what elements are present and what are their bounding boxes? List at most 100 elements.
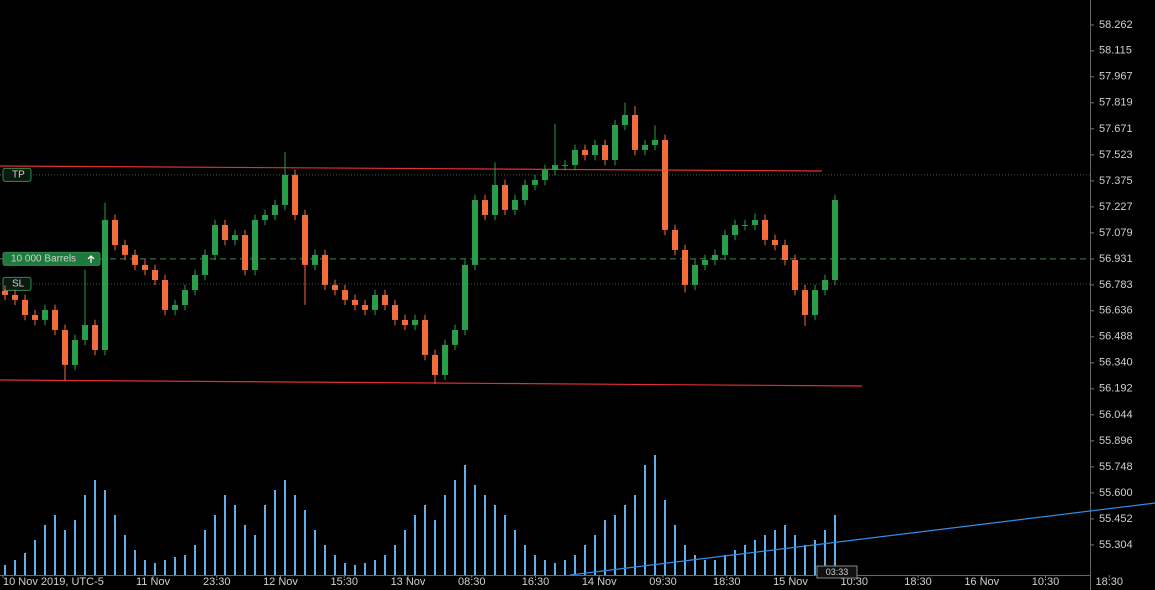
volume-bar: [604, 520, 606, 575]
volume-bar: [824, 530, 826, 575]
volume-bar: [794, 535, 796, 575]
volume-bar: [514, 530, 516, 575]
y-tick-label: 56.488: [1099, 331, 1133, 343]
candle-body: [482, 200, 488, 215]
volume-bar: [774, 530, 776, 575]
volume-bar: [544, 560, 546, 575]
volume-bar: [434, 520, 436, 575]
volume-bar: [114, 515, 116, 575]
order-box: [2, 251, 101, 266]
countdown-box: [816, 565, 858, 579]
candle-body: [2, 290, 8, 295]
volume-bar: [584, 545, 586, 575]
volume-bar: [364, 563, 366, 575]
volume-bar: [564, 560, 566, 575]
volume-bar: [664, 500, 666, 575]
x-tick-label: 10:30: [1032, 576, 1060, 588]
candle-body: [472, 200, 478, 265]
candle-body: [532, 180, 538, 185]
order-arrow: [87, 255, 95, 263]
x-tick-label: 09:30: [649, 576, 677, 588]
y-tick-label: 55.452: [1099, 513, 1133, 525]
candle-body: [602, 145, 608, 160]
volume-bar: [174, 557, 176, 575]
candle-body: [112, 219, 118, 246]
candle-body: [582, 149, 588, 156]
volume-bar: [44, 525, 46, 575]
volume-bar: [354, 565, 356, 575]
candle-body: [272, 204, 278, 215]
candle-body: [822, 280, 828, 291]
y-tick-label: 55.896: [1099, 435, 1133, 447]
candle-body: [752, 219, 758, 226]
y-tick-label: 55.748: [1099, 461, 1133, 473]
candle-body: [432, 354, 438, 375]
candle-body: [242, 235, 248, 271]
y-tick-label: 56.783: [1099, 279, 1133, 291]
candle-body: [512, 200, 518, 210]
volume-bar: [84, 495, 86, 575]
candle-body: [212, 225, 218, 255]
candle-body: [622, 114, 628, 125]
y-tick-label: 57.079: [1099, 227, 1133, 239]
candle-body: [82, 325, 88, 340]
volume-bar: [594, 535, 596, 575]
candle-body: [12, 294, 18, 300]
y-tick-label: 56.192: [1099, 383, 1133, 395]
volume-bar: [64, 530, 66, 575]
candle-body: [22, 299, 28, 316]
candle-body: [142, 264, 148, 271]
x-tick-label: 16:30: [522, 576, 550, 588]
volume-bar: [344, 563, 346, 575]
candle-body: [562, 165, 568, 167]
volume-bar: [74, 520, 76, 575]
y-tick-label: 58.115: [1099, 45, 1132, 57]
candle-body: [502, 184, 508, 210]
volume-bar: [334, 555, 336, 575]
candle-body: [632, 114, 638, 150]
volume-bar: [464, 465, 466, 575]
candle-body: [122, 245, 128, 255]
candle-body: [542, 169, 548, 181]
volume-bar: [704, 560, 706, 575]
x-tick-label: 15 Nov: [773, 576, 808, 588]
volume-bar: [644, 465, 646, 575]
volume-bar: [184, 555, 186, 575]
candle-body: [422, 319, 428, 355]
volume-bar: [744, 545, 746, 575]
volume-bar: [654, 455, 656, 575]
x-tick-label: 11 Nov: [136, 576, 171, 588]
volume-bar: [264, 505, 266, 575]
y-tick-label: 57.227: [1099, 201, 1133, 213]
candle-body: [392, 304, 398, 320]
candle-body: [352, 299, 358, 305]
candle-body: [312, 254, 318, 265]
candle-body: [362, 304, 368, 310]
y-tick-label: 57.523: [1099, 149, 1133, 161]
candle-body: [702, 259, 708, 265]
candle-body: [52, 309, 58, 330]
candle-body: [642, 145, 648, 150]
volume-bar: [474, 485, 476, 575]
volume-bar: [504, 515, 506, 575]
candle-body: [782, 245, 788, 260]
candle-body: [202, 254, 208, 275]
candle-body: [652, 139, 658, 146]
volume-bar: [14, 560, 16, 575]
candle-layer: [2, 102, 838, 384]
volume-bar: [24, 553, 26, 575]
volume-bar: [674, 525, 676, 575]
candle-body: [32, 315, 38, 320]
trend-line: [0, 379, 863, 387]
volume-bar: [204, 530, 206, 575]
candle-body: [282, 174, 288, 205]
candle-body: [62, 329, 68, 365]
volume-bar: [214, 515, 216, 575]
candle-body: [462, 264, 468, 330]
candle-body: [72, 339, 78, 365]
x-tick-label: 18:30: [713, 576, 741, 588]
x-tick-label: 16 Nov: [964, 576, 999, 588]
volume-bar: [624, 505, 626, 575]
